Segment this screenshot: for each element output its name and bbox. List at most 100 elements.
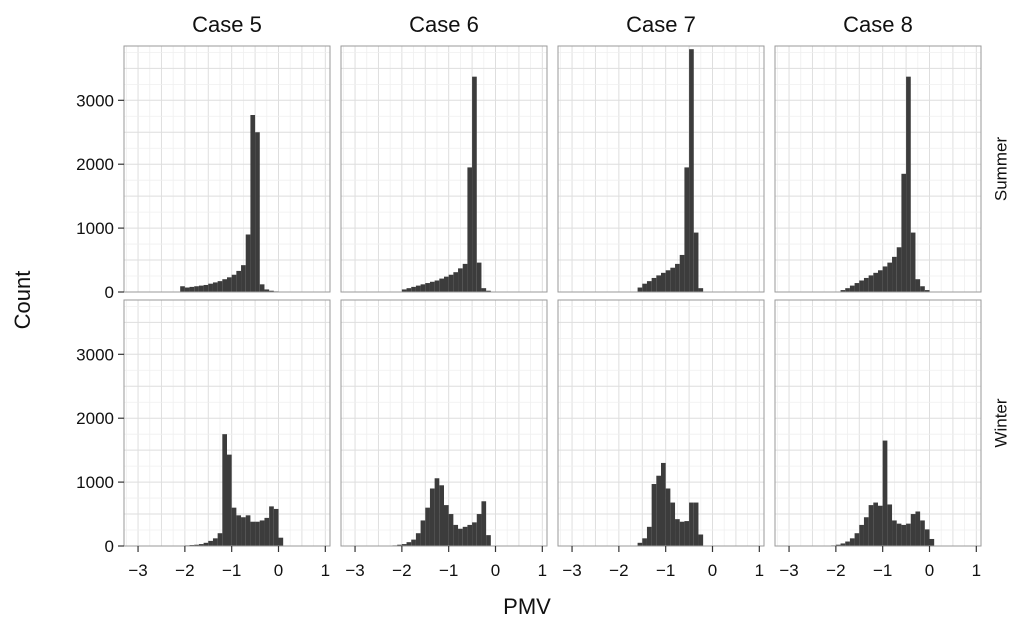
x-tick-label: −3 — [779, 561, 798, 580]
panel-winter-case-6-bar — [448, 514, 454, 546]
panel-summer-case-6-border — [340, 45, 548, 293]
panel-summer-case-8-bar — [878, 270, 883, 292]
panel-summer-case-8-bar — [873, 272, 878, 292]
panel-summer-case-7-bar — [689, 49, 694, 292]
panel-summer-case-6-bar — [472, 76, 477, 292]
panel-winter-case-5-bar — [255, 521, 260, 546]
panel-summer-case-7-border — [557, 45, 765, 293]
panel-winter-case-8-bar — [859, 524, 864, 546]
panel-summer-case-8-bar — [887, 262, 893, 292]
panel-summer-case-6-bar — [420, 284, 426, 292]
panel-winter-case-8-bar — [915, 511, 921, 546]
panel-winter-case-6-border — [340, 299, 548, 547]
facet-title-case-5: Case 5 — [192, 12, 262, 37]
panel-winter-case-6-bar — [444, 505, 449, 546]
panel-winter-case-5-bar — [273, 508, 279, 546]
panel-summer-case-8-bar — [915, 279, 921, 292]
panel-winter-case-6-bar — [486, 535, 491, 546]
panel-summer-case-7-bar — [675, 263, 680, 292]
x-tick-label: −2 — [609, 561, 628, 580]
x-tick-label: 1 — [972, 561, 981, 580]
panel-summer-case-5-bar — [259, 284, 265, 292]
panel-summer-case-6-bar — [439, 278, 444, 292]
panel-winter-case-5-bar — [278, 537, 284, 546]
facet-title-case-7: Case 7 — [626, 12, 696, 37]
panel-winter-case-6-bar — [476, 514, 482, 546]
panel-winter-case-6-bar — [472, 522, 477, 546]
panel-summer-case-6-bar — [415, 285, 421, 292]
facet-strip-summer: Summer — [991, 137, 1010, 202]
panel-summer-case-5-bar — [194, 286, 199, 292]
panel-winter-case-5-bar — [241, 517, 246, 546]
panel-winter-case-7-bar — [656, 475, 661, 546]
panel-summer-case-7-bar — [670, 267, 676, 292]
panel-winter-case-6-bar — [467, 524, 473, 546]
panel-summer-case-5-bar — [245, 234, 251, 292]
panel-winter-case-5-bar — [222, 434, 227, 546]
facet-title-case-6: Case 6 — [409, 12, 479, 37]
panel-winter-case-8-bar — [929, 538, 935, 546]
y-tick-label: 2000 — [76, 155, 114, 174]
panel-winter-case-6-bar — [429, 488, 435, 546]
panel-winter-case-7-bar — [679, 521, 685, 546]
panel-summer-case-8-bar — [882, 266, 888, 292]
panel-winter-case-8-bar — [873, 502, 878, 546]
y-tick-label: 0 — [105, 283, 114, 302]
x-tick-label: −2 — [826, 561, 845, 580]
panel-summer-case-7-bar — [651, 277, 657, 292]
y-axis-title: Count — [10, 271, 35, 330]
panel-winter-case-8-bar — [887, 504, 893, 546]
panel-winter-case-5-bar — [217, 533, 223, 546]
panel-summer-case-8-bar — [845, 288, 850, 292]
panel-summer-case-5-bar — [250, 115, 256, 293]
y-tick-label: 0 — [105, 537, 114, 556]
panel-winter-case-6-bar — [458, 528, 463, 546]
x-tick-label: 1 — [755, 561, 764, 580]
panel-winter-case-5-bar — [245, 515, 251, 546]
panel-summer-case-8-bar — [849, 285, 855, 292]
panel-winter-case-7-border — [557, 299, 765, 547]
panel-winter-case-8-bar — [835, 544, 841, 546]
x-tick-label: 0 — [925, 561, 934, 580]
panel-summer-case-7-background — [558, 46, 764, 292]
panel-summer-case-8-bar — [910, 232, 916, 292]
panel-summer-case-5-bar — [184, 287, 190, 292]
panel-winter-case-5-bar — [264, 517, 270, 546]
panel-winter-case-7-bar — [642, 538, 647, 546]
panel-winter-case-7-bar — [665, 488, 671, 546]
panel-winter-case-5-border — [123, 299, 331, 547]
panel-winter-case-8-bar — [882, 440, 888, 546]
panel-winter-case-6-bar — [462, 526, 468, 546]
panel-summer-case-7-bar — [665, 270, 671, 292]
panel-summer-case-8-bar — [901, 173, 907, 292]
panel-winter-case-8-bar — [901, 524, 907, 546]
x-axis-title: PMV — [503, 594, 551, 619]
panel-winter-case-8-border — [774, 299, 982, 547]
panel-summer-case-7-bar — [679, 254, 685, 292]
panel-winter-case-6-bar — [415, 533, 421, 546]
panel-winter-case-7-bar — [646, 526, 652, 546]
panel-winter-case-5-bar — [198, 544, 204, 546]
panel-winter-case-8-bar — [849, 538, 855, 546]
y-tick-label: 3000 — [76, 91, 114, 110]
x-tick-label: 0 — [708, 561, 717, 580]
y-tick-label: 2000 — [76, 409, 114, 428]
panel-summer-case-8-background — [775, 46, 981, 292]
panel-winter-case-6-bar — [406, 542, 412, 546]
panel-summer-case-5-bar — [198, 285, 204, 292]
panel-summer-case-5-background — [124, 46, 330, 292]
panel-summer-case-5-bar — [212, 282, 218, 292]
panel-summer-case-5-bar — [222, 279, 227, 292]
panel-summer-case-7-bar — [642, 283, 647, 292]
panel-summer-case-5-bar — [236, 270, 242, 292]
panel-summer-case-8-bar — [892, 256, 897, 292]
x-tick-label: −3 — [128, 561, 147, 580]
x-tick-label: −2 — [175, 561, 194, 580]
panel-summer-case-8-bar — [868, 275, 874, 292]
panel-summer-case-8-border — [774, 45, 982, 293]
x-tick-label: −1 — [439, 561, 458, 580]
panel-winter-case-8-bar — [892, 520, 897, 546]
panel-summer-case-5-bar — [189, 286, 195, 292]
panel-winter-case-8-bar — [845, 541, 850, 546]
panel-winter-case-7-bar — [637, 542, 643, 546]
